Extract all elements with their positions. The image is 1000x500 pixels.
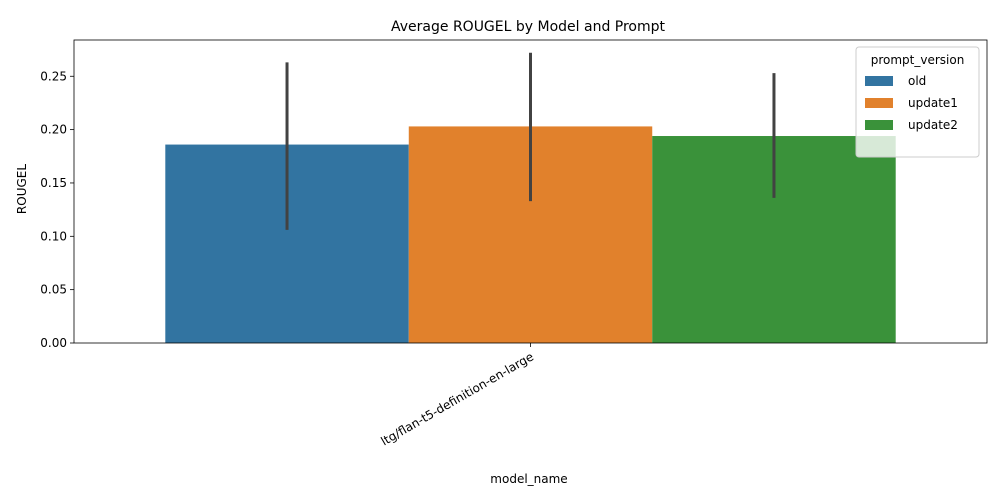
plot-area: 0.000.050.100.150.200.25ltg/flan-t5-defi… — [40, 39, 988, 448]
legend-label-update2: update2 — [908, 118, 958, 132]
legend-swatch-old — [865, 76, 893, 86]
y-tick-label: 0.05 — [40, 283, 67, 297]
legend-swatch-update1 — [865, 98, 893, 108]
x-axis-title: model_name — [490, 472, 567, 486]
legend-label-old: old — [908, 74, 926, 88]
legend-label-update1: update1 — [908, 96, 958, 110]
y-tick-label: 0.20 — [40, 123, 67, 137]
y-tick-label: 0.00 — [40, 336, 67, 350]
chart-title: Average ROUGEL by Model and Prompt — [391, 19, 666, 35]
legend-swatch-update2 — [865, 120, 893, 130]
legend-title: prompt_version — [871, 53, 965, 67]
y-tick-label: 0.15 — [40, 176, 67, 190]
y-tick-label: 0.10 — [40, 229, 67, 243]
y-axis-title: ROUGEL — [15, 164, 29, 214]
y-tick-label: 0.25 — [40, 69, 67, 83]
